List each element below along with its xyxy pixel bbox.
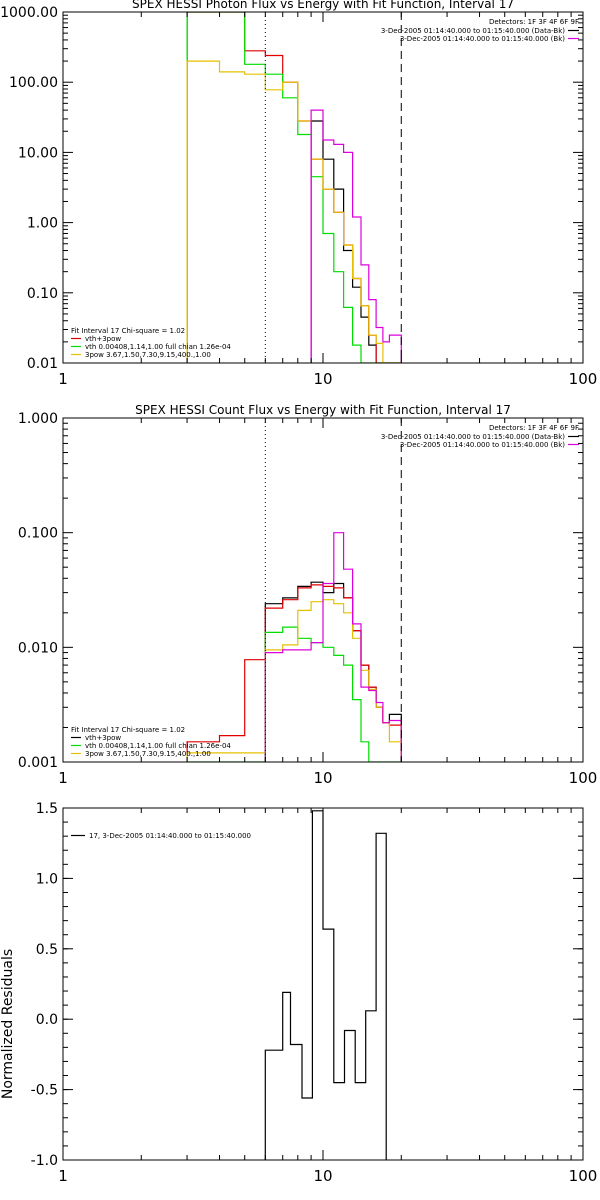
y-tick-label: 10.00 (18, 145, 58, 161)
y-tick-label: 1.0 (36, 871, 58, 887)
y-axis-label: Normalized Residuals (0, 949, 16, 1099)
y-tick-label: 0.01 (27, 356, 58, 372)
legend-entry-text: 3-Dec-2005 01:14:40.000 to 01:15:40.000 … (400, 441, 565, 449)
y-tick-label: -0.5 (31, 1083, 58, 1099)
x-tick-label: 10 (313, 370, 332, 388)
x-tick-label: 10 (313, 1167, 332, 1185)
series-magenta-line (310, 109, 402, 363)
x-tick-label: 100 (569, 1167, 598, 1185)
y-tick-label: 0.010 (18, 640, 58, 656)
y-tick-label: 1.000 (18, 411, 58, 427)
y-tick-label: 1000.00 (0, 5, 58, 21)
legend-entry-text: vth 0.00408,1.14,1.00 full chian 1.26e-0… (85, 343, 231, 351)
y-tick-label: 0.100 (18, 526, 58, 542)
legend-entry-text: vth 0.00408,1.14,1.00 full chian 1.26e-0… (85, 742, 231, 750)
legend-entry-text: 3pow 3.67,1.50,7.30,9.15,400.,1.00 (85, 750, 211, 758)
y-tick-label: 0.10 (27, 286, 58, 302)
y-tick-label: 0.0 (36, 1012, 58, 1028)
y-tick-label: 1.00 (27, 216, 58, 232)
series-magenta-line (264, 532, 402, 762)
y-tick-label: 100.00 (9, 75, 58, 91)
x-tick-label: 100 (569, 769, 598, 787)
y-tick-label: 1.5 (36, 801, 58, 817)
chart-title: SPEX HESSI Photon Flux vs Energy with Fi… (132, 0, 514, 11)
series-yellow-line (186, 599, 402, 762)
legend-header: Fit Interval 17 Chi-square = 1.02 (71, 726, 185, 734)
series-green-line (186, 12, 402, 363)
series-black-line (264, 581, 402, 762)
legend-entry-text: 3pow 3.67,1.50,7.30,9.15,400.,1.00 (85, 351, 211, 359)
x-tick-label: 1 (58, 769, 68, 787)
chart-title: SPEX HESSI Count Flux vs Energy with Fit… (135, 403, 511, 417)
y-tick-label: 0.5 (36, 942, 58, 958)
legend-entry-text: 3-Dec-2005 01:14:40.000 to 01:15:40.000 … (400, 35, 565, 43)
x-tick-label: 100 (569, 370, 598, 388)
legend-entry-text: 3-Dec-2005 01:14:40.000 to 01:15:40.000 … (381, 433, 565, 441)
legend-header: Detectors: 1F 3F 4F 6F 9F (489, 18, 579, 26)
x-tick-label: 1 (58, 370, 68, 388)
series-green-line (187, 626, 402, 762)
y-tick-label: 0.001 (18, 755, 58, 771)
legend-entry-text: vth+3pow (85, 734, 121, 742)
legend-entry-text: 17, 3-Dec-2005 01:14:40.000 to 01:15:40.… (89, 832, 251, 840)
series-yellow-line (186, 60, 402, 363)
y-tick-label: -1.0 (31, 1153, 58, 1169)
legend-header: Detectors: 1F 3F 4F 6F 9F (489, 424, 579, 432)
legend-header: Fit Interval 17 Chi-square = 1.02 (71, 327, 185, 335)
legend-entry-text: vth+3pow (85, 335, 121, 343)
x-tick-label: 1 (58, 1167, 68, 1185)
x-tick-label: 10 (313, 769, 332, 787)
legend-entry-text: 3-Dec-2005 01:14:40.000 to 01:15:40.000 … (381, 27, 565, 35)
series-black-line (264, 810, 387, 1160)
